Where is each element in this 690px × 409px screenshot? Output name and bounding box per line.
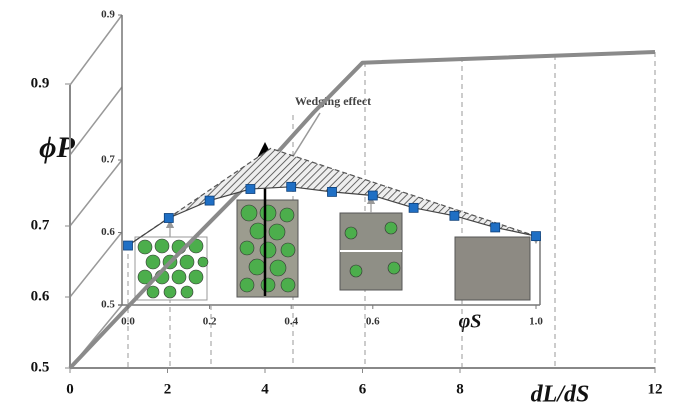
curve: [128, 148, 536, 245]
chart: ϕP dL/dS φS Wedging effect 02468120.50.6…: [0, 0, 690, 409]
inset-y-tick-label: 0.5: [101, 299, 115, 311]
point: [532, 232, 541, 241]
x-axis-label: dL/dS: [531, 382, 590, 408]
point: [409, 203, 418, 212]
point: [246, 185, 255, 194]
x-tick-label: 6: [359, 381, 367, 397]
x-tick-label: 0: [66, 381, 74, 397]
point: [124, 241, 133, 250]
x-tick-label: 12: [648, 381, 663, 397]
inset-x-axis-label: φS: [459, 311, 482, 333]
y-tick-label: 0.5: [31, 359, 50, 375]
x-tick-label: 2: [164, 381, 172, 397]
point: [368, 191, 377, 200]
point: [164, 214, 173, 223]
point: [287, 182, 296, 191]
point: [328, 187, 337, 196]
x-tick-label: 8: [456, 381, 464, 397]
inset-y-tick-label: 0.6: [101, 226, 115, 238]
y-tick-label: 0.7: [31, 217, 50, 233]
inset-y-tick-label: 0.7: [101, 154, 115, 166]
inset-x-tick-label: 0.0: [121, 316, 135, 328]
inset-y-tick-label: 0.9: [101, 9, 115, 21]
inset-x-tick-label: 0.2: [203, 316, 217, 328]
hatched-region: [128, 148, 536, 245]
point: [450, 211, 459, 220]
annotation: Wedging effect: [295, 94, 371, 108]
y-tick-label: 0.6: [31, 288, 50, 304]
inset-x-tick-label: 0.4: [284, 316, 298, 328]
point: [491, 223, 500, 232]
x-tick-label: 4: [261, 381, 269, 397]
y-tick-label: 0.9: [31, 75, 50, 91]
inset-x-tick-label: 0.6: [366, 316, 380, 328]
inset-x-tick-label: 1.0: [529, 316, 543, 328]
point: [205, 196, 214, 205]
